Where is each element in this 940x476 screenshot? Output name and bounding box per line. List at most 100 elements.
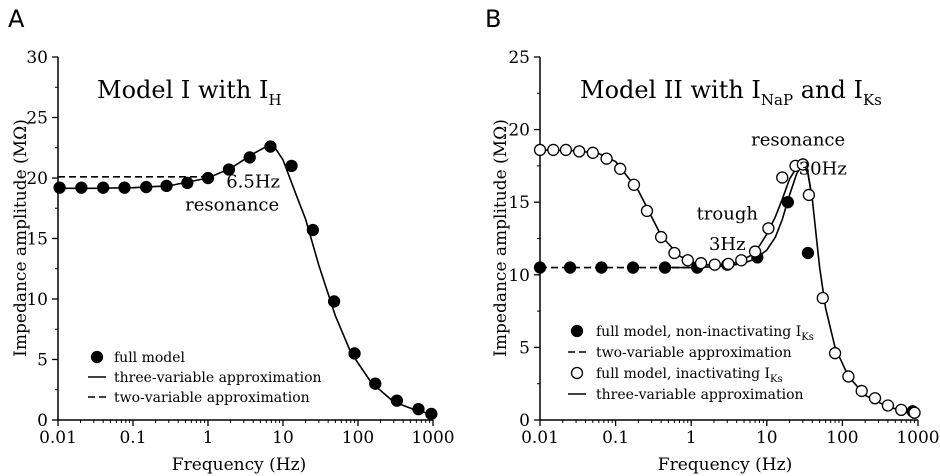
y-tick-label: 5 [37, 351, 48, 371]
annotation: resonance [185, 195, 279, 216]
full-model-inactivating-iks-point [802, 188, 816, 202]
full-model-point [369, 377, 382, 390]
full-model-inactivating-iks-point [828, 347, 842, 360]
legend-marker-filled-circle [90, 350, 104, 364]
full-model-inactivating-iks-point [586, 146, 599, 159]
y-tick-label: 25 [26, 109, 48, 129]
annotation: 3Hz [709, 234, 746, 255]
full-model-inactivating-iks-point [748, 245, 762, 258]
full-model-point [285, 159, 298, 173]
legend-b: full model, non-inactivating IKs two-vari… [568, 324, 814, 403]
y-tick-label: 15 [26, 230, 48, 250]
full-model-inactivating-iks-point [681, 254, 694, 267]
legend-label-sub: Ks [801, 332, 814, 343]
y-tick-label: 25 [508, 48, 530, 68]
legend-marker-open-circle [570, 366, 584, 380]
legend-label: full model, non-inactivating IKs [596, 324, 814, 343]
legend-label: full model, inactivating IKs [596, 366, 783, 385]
full-model-point [140, 180, 153, 194]
x-tick-label: 1 [686, 428, 697, 448]
x-tick-label: 10 [272, 428, 294, 448]
full-model-inactivating-iks-point [654, 230, 668, 244]
x-tick-label: 10 [756, 428, 778, 448]
panel-label-a: A [8, 5, 25, 33]
full-model-point [222, 163, 236, 176]
y-tick-label: 20 [508, 121, 530, 141]
full-model-inactivating-iks-point [668, 246, 681, 260]
full-model-non-inactivating-iks-point [781, 196, 795, 209]
annotation: resonance [751, 130, 845, 151]
full-model-inactivating-iks-point [559, 143, 573, 157]
full-model-non-inactivating-iks-point [533, 261, 547, 274]
full-model-point [390, 394, 404, 407]
full-model-inactivating-iks-point [600, 152, 613, 165]
legend-label: three-variable approximation [114, 370, 322, 386]
full-model-point [327, 295, 341, 308]
full-model-inactivating-iks-point [547, 143, 560, 157]
x-tick-label: 1000 [411, 428, 454, 448]
plot-title-a-sub: H [268, 91, 281, 109]
y-tick-label: 0 [519, 411, 530, 431]
panel-a: A Impedance amplitude (MΩ) Frequency (Hz… [8, 5, 455, 475]
y-tick-label: 10 [26, 290, 48, 310]
full-model-inactivating-iks-point [762, 222, 775, 235]
x-tick-label: 100 [342, 428, 374, 448]
y-tick-label: 10 [508, 266, 530, 286]
full-model-point [181, 176, 194, 189]
full-model-inactivating-iks-point [640, 204, 654, 218]
annotation: 6.5Hz [226, 172, 280, 193]
full-model-inactivating-iks-point [816, 291, 829, 305]
plot-title-a-main: Model I with I [97, 76, 268, 104]
full-model-inactivating-iks-point [735, 254, 748, 267]
full-model-point [75, 181, 88, 194]
y-tick-label: 20 [26, 169, 48, 189]
plot-title-b: Model II with INaP and IKs [580, 76, 882, 109]
x-tick-label: 0.01 [521, 428, 559, 448]
y-tick-label: 30 [26, 48, 48, 68]
plot-title-b-sub1: NaP [761, 91, 793, 109]
full-model-inactivating-iks-point [842, 370, 855, 383]
full-model-inactivating-iks-point [694, 257, 708, 270]
full-model-point [118, 181, 131, 194]
plot-title-b-mid: and I [793, 76, 863, 104]
x-tick-label: 100 [826, 428, 858, 448]
plot-title-a: Model I with IH [97, 76, 282, 109]
full-model-inactivating-iks-point [895, 403, 908, 416]
full-model-point [97, 181, 110, 194]
x-tick-label: 0.1 [119, 428, 146, 448]
full-model-point [53, 181, 66, 194]
full-model-inactivating-iks-point [868, 392, 882, 405]
full-model-point [412, 402, 425, 416]
y-axis-title-a: Impedance amplitude (MΩ) [11, 119, 31, 357]
panel-label-b: B [485, 5, 501, 33]
y-tick-label: 0 [37, 411, 48, 431]
full-model-inactivating-iks-point [627, 178, 641, 191]
full-model-point [243, 151, 256, 164]
full-model-inactivating-iks-point [908, 406, 921, 419]
x-tick-label: 1 [203, 428, 214, 448]
full-model-inactivating-iks-point [776, 171, 789, 184]
full-model-non-inactivating-iks-point [801, 246, 815, 260]
annotation: 30Hz [799, 159, 847, 180]
panel-b: B Impedance amplitude (MΩ) Frequency (Hz… [485, 5, 940, 475]
full-model-inactivating-iks-point [881, 399, 895, 412]
plot-area-a: 0 5 10 15 20 25 30 0.01 0.1 1 10 100 1000 6.5Hzresona… [26, 48, 454, 448]
full-model-non-inactivating-iks-point [626, 261, 640, 274]
legend-label: full model [114, 350, 186, 366]
full-model-point [201, 171, 215, 185]
full-model-point [348, 347, 361, 360]
y-axis-title-b: Impedance amplitude (MΩ) [491, 119, 511, 357]
x-tick-label: 0.01 [39, 428, 77, 448]
full-model-inactivating-iks-point [796, 158, 810, 171]
plot-title-b-main: Model II with I [580, 76, 761, 104]
full-model-non-inactivating-iks-point [595, 261, 608, 274]
plot-title-b-sub2: Ks [863, 91, 882, 109]
full-model-inactivating-iks-point [573, 145, 586, 158]
legend-marker-filled-circle [570, 324, 584, 338]
full-model-point [425, 407, 438, 421]
full-model-point [306, 223, 320, 237]
legend-label-sub: Ks [770, 374, 783, 385]
plot-area-b: 0 5 10 15 20 25 0.01 0.1 1 10 100 1000 resonance 30Hz… [508, 48, 939, 448]
x-tick-label: 1000 [896, 428, 939, 448]
